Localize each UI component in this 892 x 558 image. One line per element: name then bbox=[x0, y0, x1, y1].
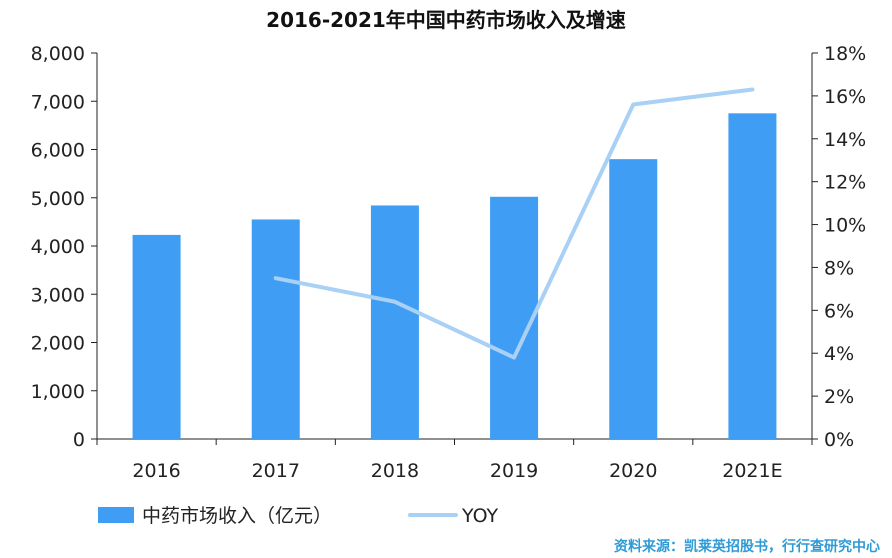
legend-line-label: YOY bbox=[461, 505, 498, 527]
legend-bar-label: 中药市场收入（亿元） bbox=[142, 505, 332, 527]
bar bbox=[132, 234, 181, 439]
source-note: 资料来源：凯莱英招股书，行行查研究中心 bbox=[614, 539, 880, 555]
x-tick-label: 2020 bbox=[609, 460, 657, 482]
y-right-tick-label: 4% bbox=[824, 343, 854, 365]
y-right-tick-label: 10% bbox=[824, 215, 866, 237]
x-tick-label: 2021E bbox=[722, 460, 782, 482]
bar bbox=[370, 205, 419, 439]
bar bbox=[728, 113, 777, 439]
axes: 0 1,000 2,000 3,000 4,000 5,000 6,000 7,000 8,00… bbox=[31, 43, 867, 482]
y-right-tick-label: 2% bbox=[824, 386, 854, 408]
y-left-tick-label: 2,000 bbox=[31, 333, 85, 355]
x-tick-label: 2017 bbox=[252, 460, 300, 482]
y-left-tick-label: 7,000 bbox=[31, 91, 85, 113]
x-tick-label: 2019 bbox=[490, 460, 538, 482]
y-left-tick-label: 0 bbox=[73, 429, 85, 451]
y-left-tick-label: 5,000 bbox=[31, 188, 85, 210]
y-right-tick-label: 6% bbox=[824, 300, 854, 322]
y-right-tick-label: 0% bbox=[824, 429, 854, 451]
x-tick-label: 2018 bbox=[371, 460, 419, 482]
y-left-tick-label: 6,000 bbox=[31, 140, 85, 162]
bar bbox=[609, 159, 658, 439]
y-right-tick-label: 14% bbox=[824, 129, 866, 151]
y-right-tick-label: 16% bbox=[824, 86, 866, 108]
bar bbox=[251, 219, 300, 439]
y-right-tick-label: 8% bbox=[824, 257, 854, 279]
y-left-tick-label: 4,000 bbox=[31, 236, 85, 258]
yoy-series bbox=[273, 87, 755, 360]
y-left-tick-label: 3,000 bbox=[31, 284, 85, 306]
legend: 中药市场收入（亿元） YOY bbox=[98, 505, 498, 527]
bar bbox=[490, 196, 539, 439]
chart-title: 2016-2021年中国中药市场收入及增速 bbox=[266, 8, 626, 32]
x-tick-label: 2016 bbox=[132, 460, 180, 482]
y-right-tick-label: 18% bbox=[824, 43, 866, 65]
y-right-tick-label: 12% bbox=[824, 172, 866, 194]
y-left-tick-label: 1,000 bbox=[31, 381, 85, 403]
legend-bar-swatch bbox=[98, 507, 134, 523]
bar-series bbox=[132, 113, 777, 439]
y-left-tick-label: 8,000 bbox=[31, 43, 85, 65]
